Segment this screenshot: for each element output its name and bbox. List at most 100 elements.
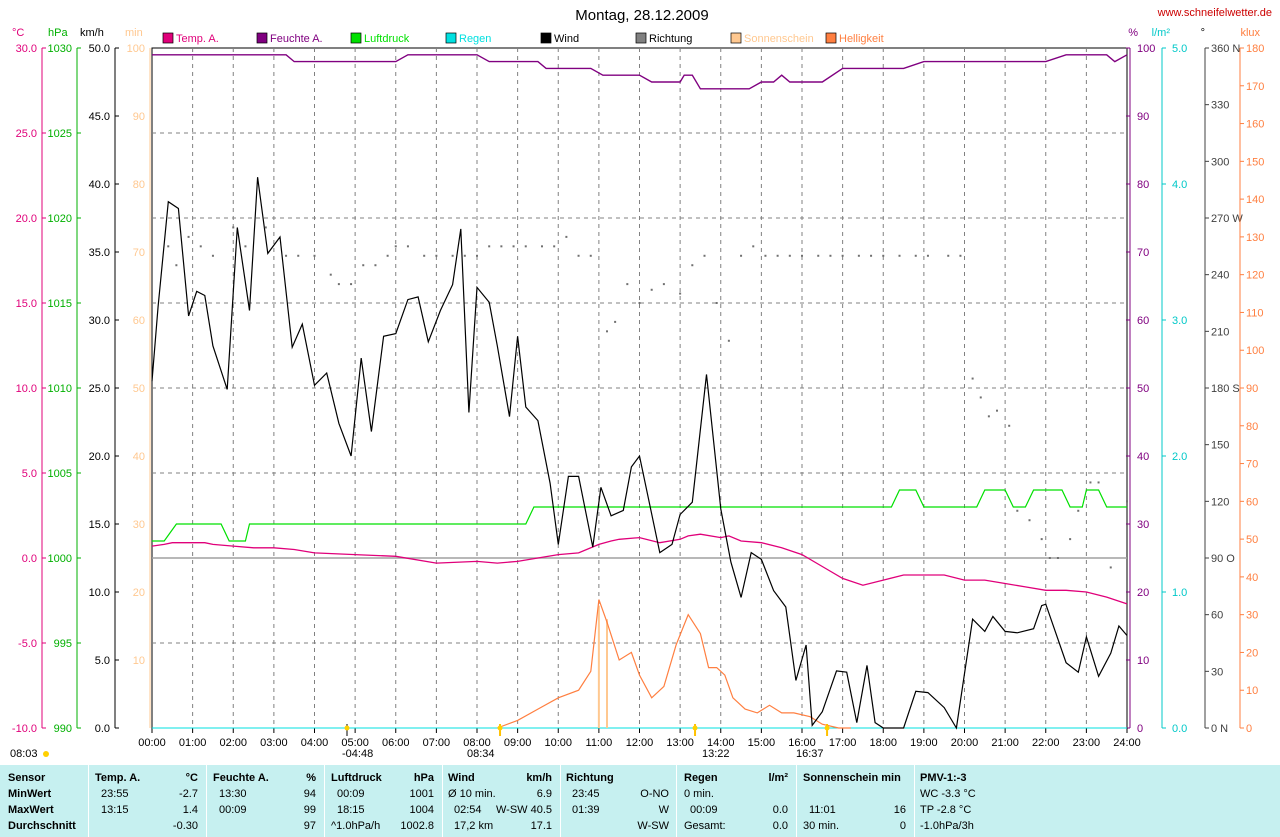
rain-axis-tick-label: 4.0 <box>1172 179 1187 191</box>
legend-swatch <box>162 32 174 44</box>
humidity-axis-tick-label: 0 <box>1137 723 1143 735</box>
rain-max-value: 0.0 <box>772 804 788 816</box>
axis-unit: % <box>1128 27 1138 39</box>
temp-axis-tick-label: 20.0 <box>16 213 37 225</box>
direction-point <box>1056 557 1059 559</box>
stats-sensor-col: Sensor MinWert MaxWert Durchschnitt <box>8 765 88 837</box>
time-tick-label: 17:00 <box>829 737 857 749</box>
marker-label: 08:03 <box>10 748 38 760</box>
humidity-max-value: 99 <box>303 804 316 816</box>
pressure-max-time: 18:15 <box>337 804 365 816</box>
direction-point <box>187 235 190 238</box>
direction-avg-value: W-SW <box>637 820 669 832</box>
wind-axis-tick-label: 15.0 <box>89 519 110 531</box>
sunshine-max-value: 16 <box>893 804 906 816</box>
time-tick-label: 14:00 <box>707 737 735 749</box>
direction-point <box>512 245 515 248</box>
direction-point <box>232 226 235 229</box>
sun-axis-tick-label: 90 <box>133 111 145 123</box>
legend-swatch <box>825 32 837 44</box>
sunrise-icon <box>43 751 49 757</box>
direction-axis-tick-label: 150 <box>1211 440 1229 452</box>
direction-point <box>589 254 592 257</box>
legend-label: Luftdruck <box>364 33 410 45</box>
direction-point <box>435 254 438 257</box>
direction-point <box>801 254 803 257</box>
rain-axis-tick-label: 2.0 <box>1172 451 1187 463</box>
sensor-row: MinWert <box>8 788 52 800</box>
direction-point <box>740 254 743 257</box>
time-markers: 08:03 -04:48 08:34 13:22 16:37 <box>10 724 830 760</box>
direction-point <box>406 245 409 248</box>
direction-point <box>423 254 426 257</box>
wind-max-direction: W-SW <box>496 804 528 816</box>
light-axis-tick-label: 10 <box>1246 685 1258 697</box>
humidity-unit: % <box>306 772 316 784</box>
humidity-axis-tick-label: 50 <box>1137 383 1149 395</box>
stats-humidity-col: Feuchte A.% 13:30 94 00:09 99 97 <box>213 765 318 837</box>
humidity-axis-tick-label: 100 <box>1137 43 1155 55</box>
sun-axis-tick-label: 10 <box>133 655 145 667</box>
temp-avg-value: -0.30 <box>172 820 198 832</box>
direction-point <box>1040 538 1043 541</box>
legend-label: Wind <box>554 33 579 45</box>
light-axis-tick-label: 80 <box>1246 421 1258 433</box>
humidity-axis-tick-label: 30 <box>1137 519 1149 531</box>
light-axis-tick-label: 130 <box>1246 232 1264 244</box>
light-axis-tick-label: 110 <box>1246 307 1264 319</box>
direction-point <box>374 264 377 267</box>
pmv-dewpoint: TP -2.8 °C <box>920 804 972 816</box>
marker-label: 13:22 <box>702 748 730 760</box>
legend-label: Sonnenschein <box>744 33 814 45</box>
wind-avg10-label: Ø 10 min. <box>448 788 496 800</box>
time-tick-label: 00:00 <box>138 737 166 749</box>
legend-label: Temp. A. <box>176 33 219 45</box>
wind-axis-tick-label: 30.0 <box>89 315 110 327</box>
direction-axis-tick-label: 330 <box>1211 100 1229 112</box>
humidity-axis-tick-label: 40 <box>1137 451 1149 463</box>
humidity-axis-tick-label: 20 <box>1137 587 1149 599</box>
pmv-header: PMV-1:-3 <box>920 772 967 784</box>
stats-pressure-col: Luftdruck hPa 00:09 1001 18:15 1004 ^1.0hPa… <box>331 765 436 837</box>
direction-axis-tick-label: 240 <box>1211 270 1229 282</box>
time-tick-label: 15:00 <box>748 737 776 749</box>
direction-point <box>882 254 885 257</box>
sensor-row: MaxWert <box>8 804 54 816</box>
direction-point <box>476 254 478 257</box>
axis-unit: ° <box>1201 27 1205 39</box>
direction-point <box>350 283 353 286</box>
direction-point <box>500 245 503 248</box>
site-url[interactable]: www.schneifelwetter.de <box>1157 7 1272 19</box>
direction-point <box>841 254 844 257</box>
temp-axis-tick-label: 25.0 <box>16 128 37 140</box>
pressure-unit: hPa <box>413 772 434 784</box>
direction-point <box>211 254 214 257</box>
series-group <box>151 54 1128 730</box>
time-tick-label: 10:00 <box>544 737 572 749</box>
humidity-axis-tick-label: 10 <box>1137 655 1149 667</box>
direction-point <box>488 245 491 248</box>
direction-point <box>524 245 527 248</box>
direction-min-time: 23:45 <box>572 788 600 800</box>
rain-axis-tick-label: 1.0 <box>1172 587 1187 599</box>
time-tick-label: 08:00 <box>463 737 491 749</box>
sunshine-max-time: 11:01 <box>809 804 836 816</box>
legend-swatch <box>730 32 742 44</box>
wind-avg10-value: 6.9 <box>536 788 552 800</box>
wind-axis-tick-label: 25.0 <box>89 383 110 395</box>
pressure-line <box>152 489 1127 542</box>
axis-unit: km/h <box>80 27 104 39</box>
direction-point <box>1069 538 1072 541</box>
direction-point <box>979 396 982 399</box>
light-axis-tick-label: 30 <box>1246 610 1258 622</box>
marker-sun-icon <box>824 725 830 731</box>
direction-axis-tick-label: 120 <box>1211 496 1229 508</box>
light-axis-tick-label: 170 <box>1246 81 1264 93</box>
wind-line <box>151 177 1128 730</box>
sun-axis-tick-label: 70 <box>133 247 145 259</box>
axis-unit: min <box>125 27 143 39</box>
direction-point <box>1089 481 1092 484</box>
sun-axis-tick-label: 100 <box>127 43 145 55</box>
direction-point <box>679 292 682 295</box>
temp-max-time: 13:15 <box>101 804 129 816</box>
